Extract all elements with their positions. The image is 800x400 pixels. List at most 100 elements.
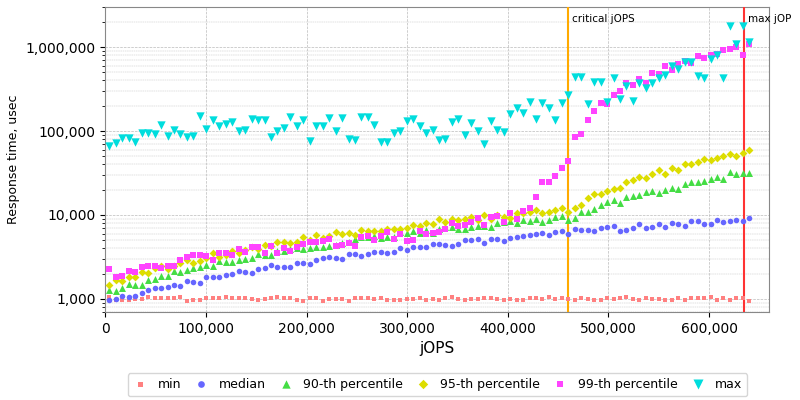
90-th percentile	[698, 178, 710, 184]
median	[672, 221, 685, 227]
median	[594, 224, 607, 231]
min	[336, 296, 349, 302]
90-th percentile	[200, 262, 213, 268]
median	[290, 260, 303, 267]
99-th percentile	[685, 60, 698, 66]
95-th percentile	[174, 259, 187, 266]
min	[161, 295, 174, 302]
99-th percentile	[135, 264, 148, 271]
90-th percentile	[297, 245, 310, 252]
min	[672, 295, 685, 302]
min	[536, 296, 549, 302]
90-th percentile	[588, 206, 601, 212]
median	[129, 293, 142, 299]
90-th percentile	[504, 218, 517, 224]
median	[439, 242, 452, 248]
99-th percentile	[381, 229, 394, 236]
95-th percentile	[672, 166, 685, 173]
min	[498, 296, 510, 303]
99-th percentile	[213, 250, 226, 256]
max	[110, 140, 122, 146]
median	[426, 240, 439, 247]
median	[698, 220, 710, 227]
95-th percentile	[330, 229, 342, 235]
X-axis label: jOPS: jOPS	[420, 341, 455, 356]
max	[362, 114, 374, 120]
95-th percentile	[284, 240, 297, 246]
median	[330, 255, 342, 261]
max	[530, 116, 542, 122]
min	[723, 296, 736, 303]
95-th percentile	[290, 238, 303, 245]
95-th percentile	[135, 269, 148, 275]
min	[406, 296, 419, 302]
90-th percentile	[498, 219, 510, 225]
median	[187, 279, 200, 285]
95-th percentile	[620, 179, 633, 186]
90-th percentile	[322, 243, 335, 250]
90-th percentile	[414, 230, 426, 236]
99-th percentile	[446, 220, 458, 226]
99-th percentile	[717, 47, 730, 53]
min	[737, 294, 750, 301]
99-th percentile	[582, 117, 594, 123]
median	[710, 216, 723, 223]
max	[316, 123, 329, 130]
min	[168, 295, 181, 301]
max	[400, 118, 413, 124]
min	[594, 297, 607, 303]
95-th percentile	[446, 216, 458, 222]
99-th percentile	[452, 222, 465, 229]
max	[614, 96, 626, 102]
95-th percentile	[633, 173, 646, 180]
95-th percentile	[129, 274, 142, 280]
99-th percentile	[187, 252, 200, 258]
99-th percentile	[342, 240, 355, 246]
median	[258, 265, 271, 271]
min	[588, 297, 601, 303]
95-th percentile	[426, 221, 439, 227]
95-th percentile	[594, 191, 607, 197]
max	[717, 75, 730, 81]
median	[349, 250, 362, 257]
max	[161, 133, 174, 139]
min	[258, 296, 271, 302]
min	[374, 295, 387, 301]
max	[103, 142, 116, 149]
min	[200, 295, 213, 302]
95-th percentile	[206, 250, 219, 256]
max	[478, 140, 490, 147]
99-th percentile	[504, 210, 517, 217]
min	[362, 295, 374, 301]
95-th percentile	[478, 212, 490, 219]
min	[297, 298, 310, 304]
min	[414, 295, 426, 302]
median	[446, 243, 458, 249]
max	[517, 110, 530, 116]
median	[316, 255, 329, 262]
median	[206, 274, 219, 280]
99-th percentile	[414, 228, 426, 234]
min	[265, 295, 278, 301]
max	[387, 129, 400, 136]
99-th percentile	[517, 208, 530, 215]
max	[322, 115, 335, 121]
Text: critical jOPS: critical jOPS	[572, 14, 635, 24]
95-th percentile	[271, 239, 284, 246]
95-th percentile	[652, 167, 665, 174]
95-th percentile	[310, 232, 322, 238]
90-th percentile	[400, 230, 413, 236]
99-th percentile	[536, 179, 549, 185]
95-th percentile	[549, 207, 562, 213]
90-th percentile	[252, 250, 265, 257]
95-th percentile	[698, 156, 710, 162]
95-th percentile	[355, 227, 368, 234]
90-th percentile	[458, 226, 471, 232]
min	[523, 295, 536, 302]
max	[646, 80, 658, 86]
max	[238, 127, 251, 134]
median	[678, 223, 691, 229]
min	[330, 296, 342, 302]
90-th percentile	[187, 264, 200, 271]
min	[471, 296, 484, 303]
